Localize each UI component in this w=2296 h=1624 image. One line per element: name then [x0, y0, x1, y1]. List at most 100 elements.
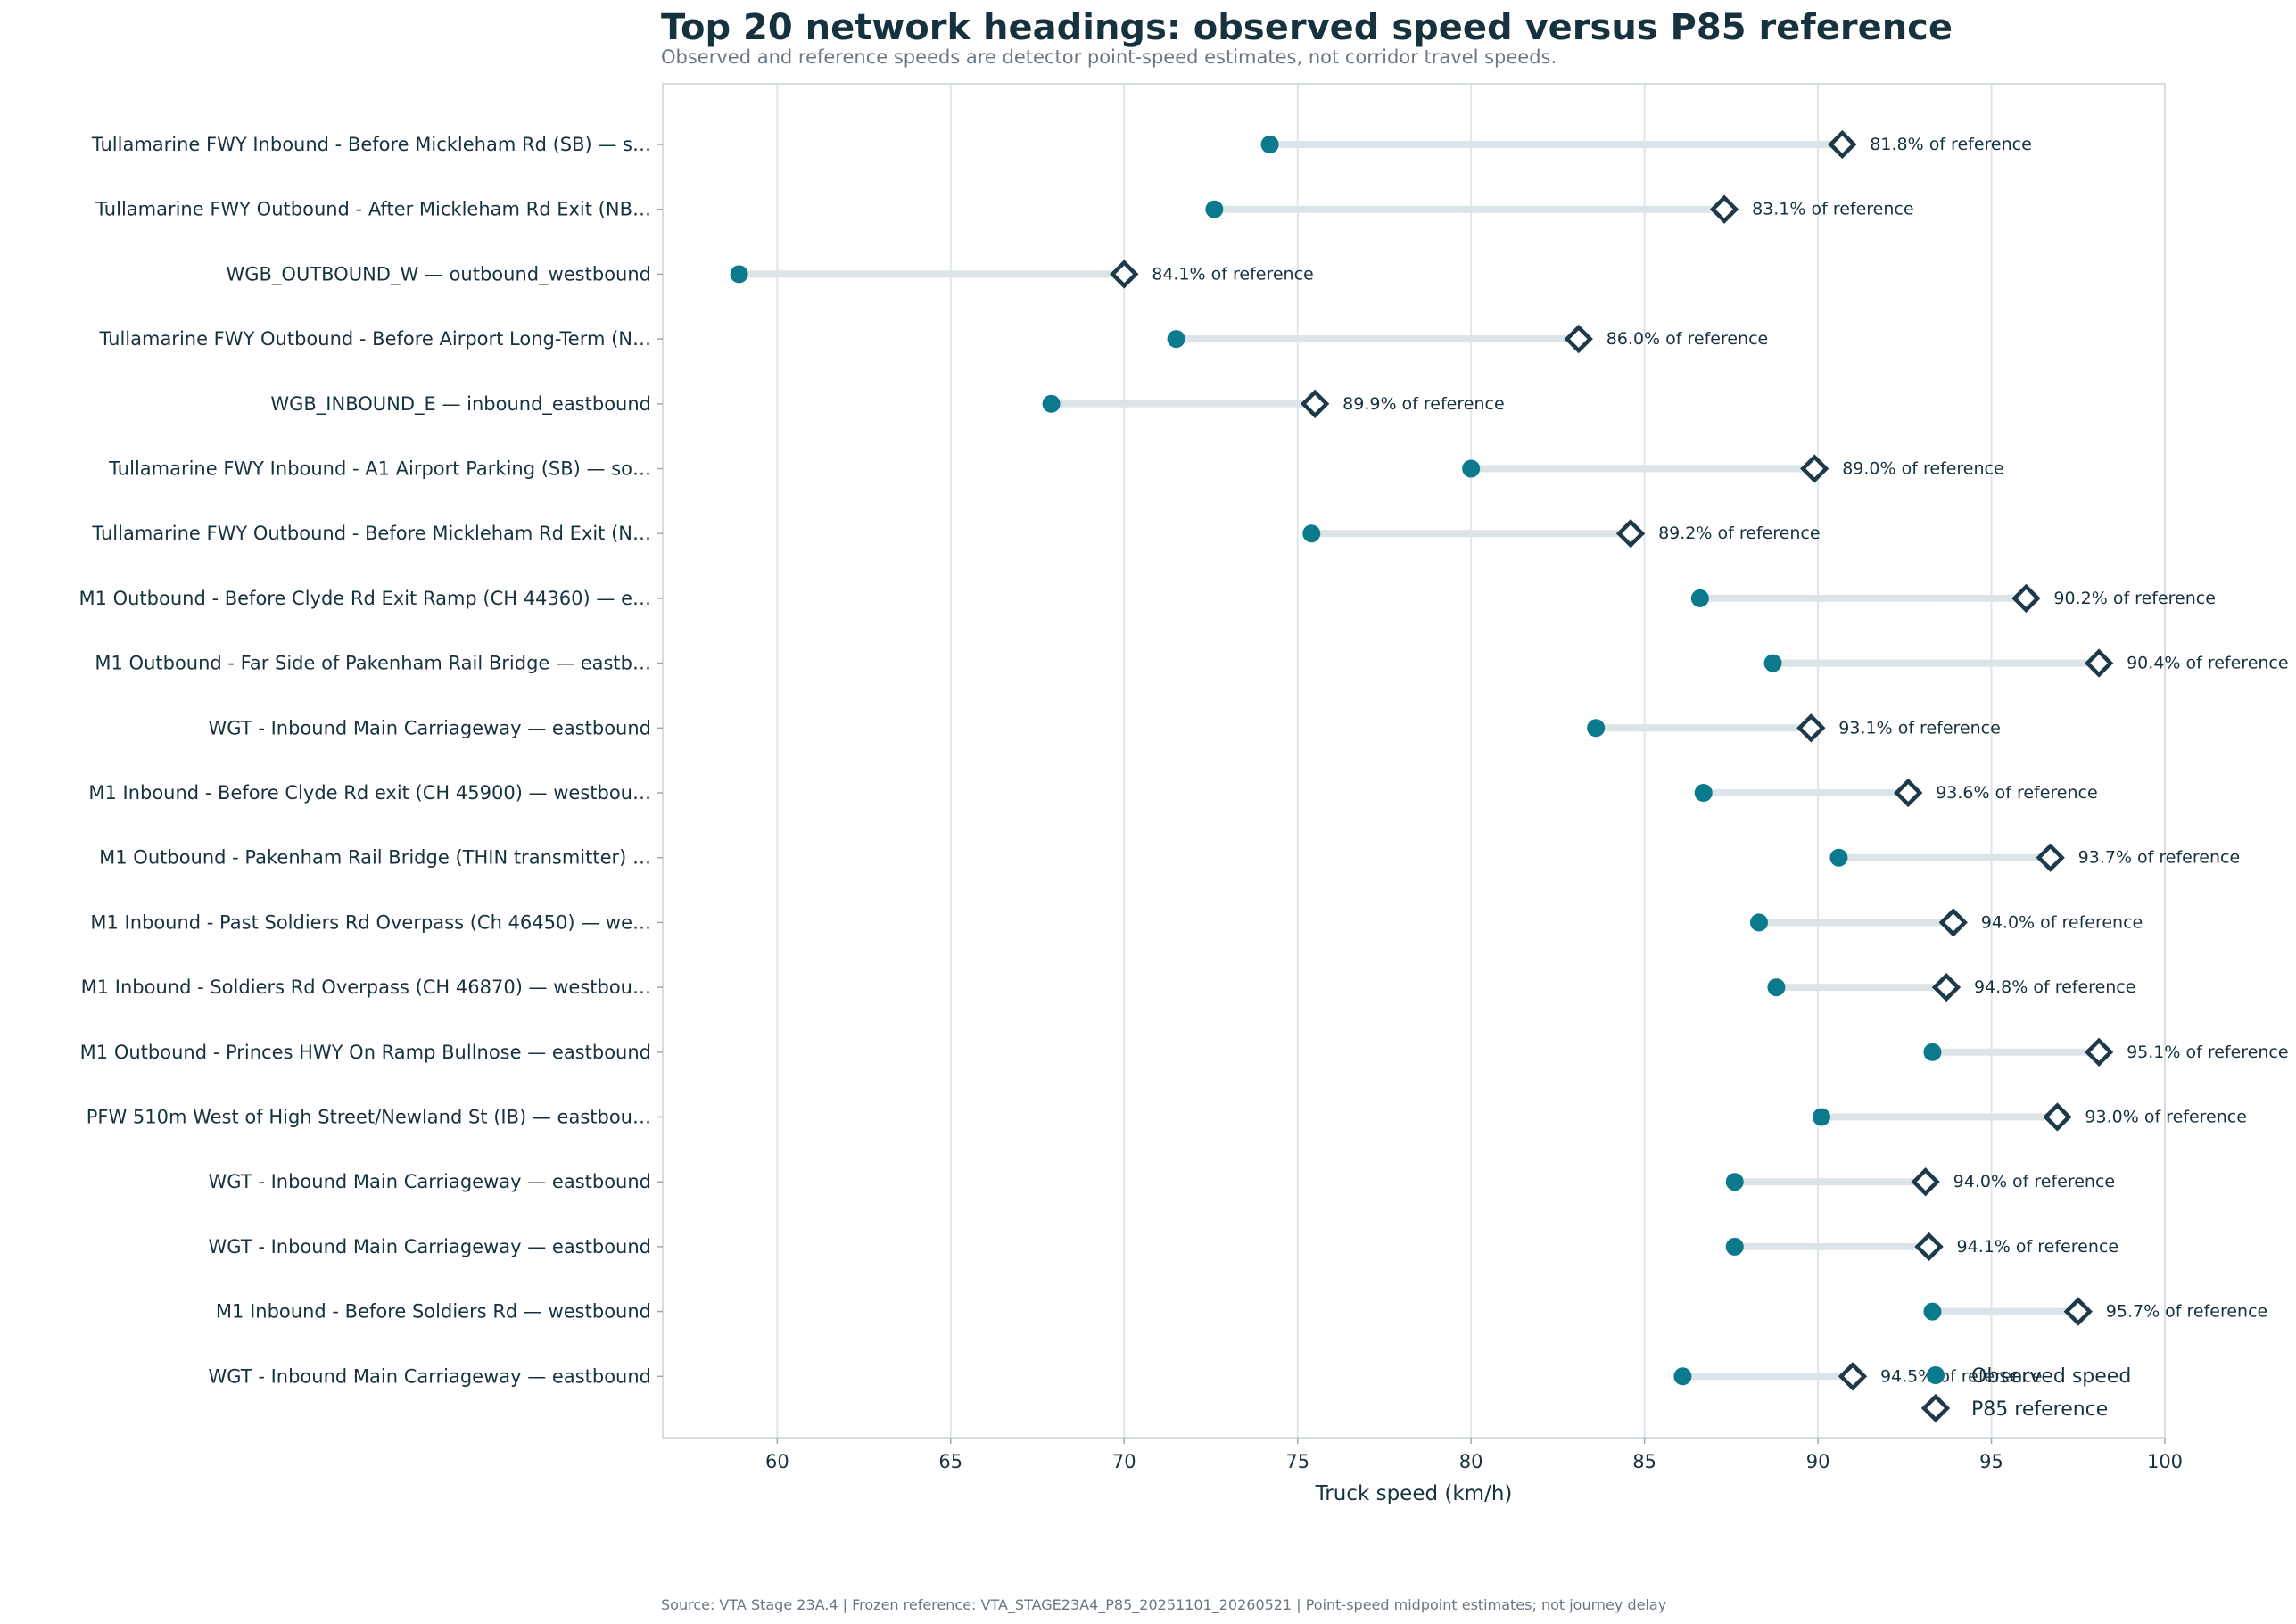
footer-source: Source: VTA Stage 23A.4 | Frozen referen… [661, 1596, 1667, 1613]
reference-speed-marker [2063, 1297, 2093, 1326]
observed-speed-point [1673, 1367, 1692, 1386]
data-row: WGT - Inbound Main Carriageway — eastbou… [209, 713, 2001, 743]
data-label: 89.2% of reference [1658, 523, 1820, 543]
observed-speed-point [1725, 1173, 1744, 1191]
reference-speed-marker [1564, 324, 1593, 354]
observed-speed-point [1690, 589, 1709, 607]
data-row: Tullamarine FWY Outbound - Before Airpor… [99, 324, 1768, 354]
data-label: 94.0% of reference [1953, 1172, 2115, 1191]
data-label: 81.8% of reference [1870, 135, 2031, 154]
y-tick-label: WGT - Inbound Main Carriageway — eastbou… [209, 1365, 651, 1387]
reference-speed-marker [2043, 1102, 2072, 1132]
data-label: 86.0% of reference [1606, 329, 1768, 349]
data-label: 95.7% of reference [2106, 1302, 2267, 1322]
legend-observed-marker [1927, 1366, 1945, 1384]
data-row: WGT - Inbound Main Carriageway — eastbou… [209, 1362, 2042, 1391]
legend-reference-marker [1920, 1393, 1951, 1423]
y-tick-label: M1 Outbound - Before Clyde Rd Exit Ramp … [78, 588, 651, 609]
y-tick-label: M1 Inbound - Before Soldiers Rd — westbo… [216, 1301, 651, 1323]
observed-speed-point [1749, 913, 1768, 932]
data-label: 83.1% of reference [1752, 200, 1913, 219]
observed-speed-point [1767, 978, 1786, 997]
data-label: 93.7% of reference [2078, 848, 2240, 868]
data-label: 93.0% of reference [2085, 1108, 2246, 1127]
x-tick-label: 95 [1979, 1451, 2003, 1472]
data-row: M1 Inbound - Before Clyde Rd exit (CH 45… [88, 778, 2098, 808]
reference-speed-marker [1615, 519, 1646, 548]
observed-speed-point [1587, 719, 1606, 738]
reference-speed-marker [1709, 194, 1739, 224]
data-row: Tullamarine FWY Inbound - Before Mickleh… [91, 129, 2032, 160]
data-label: 90.2% of reference [2053, 589, 2215, 608]
data-label: 93.1% of reference [1838, 718, 2000, 738]
data-row: M1 Inbound - Soldiers Rd Overpass (CH 46… [81, 972, 2135, 1002]
y-tick-label: WGB_INBOUND_E — inbound_eastbound [270, 393, 651, 416]
observed-speed-point [1725, 1237, 1744, 1256]
y-tick-label: Tullamarine FWY Outbound - Before Airpor… [99, 328, 652, 350]
data-row: WGT - Inbound Main Carriageway — eastbou… [209, 1167, 2115, 1197]
data-label: 94.1% of reference [1957, 1237, 2118, 1257]
y-tick-label: M1 Inbound - Past Soldiers Rd Overpass (… [90, 911, 651, 933]
legend-observed-label: Observed speed [1971, 1365, 2131, 1388]
data-row: Tullamarine FWY Inbound - A1 Airport Par… [108, 454, 2004, 483]
reference-speed-marker [1931, 972, 1962, 1002]
data-label: 94.0% of reference [1981, 912, 2143, 932]
x-tick-label: 65 [938, 1451, 962, 1472]
data-rows: Tullamarine FWY Inbound - Before Mickleh… [78, 129, 2289, 1391]
y-tick-label: WGT - Inbound Main Carriageway — eastbou… [209, 717, 651, 738]
data-label: 93.6% of reference [1936, 783, 2097, 803]
reference-speed-marker [1110, 260, 1139, 289]
observed-speed-point [1462, 459, 1481, 478]
y-tick-label: M1 Outbound - Pakenham Rail Bridge (THIN… [99, 847, 651, 869]
reference-speed-marker [1800, 454, 1829, 483]
data-row: WGB_OUTBOUND_W — outbound_westbound 84.1%… [226, 260, 1314, 289]
x-tick-label: 75 [1285, 1451, 1309, 1472]
observed-speed-point [730, 265, 748, 284]
observed-speed-point [1205, 200, 1224, 218]
x-tick-label: 100 [2147, 1451, 2183, 1472]
observed-speed-point [1763, 654, 1782, 672]
y-tick-label: M1 Inbound - Before Clyde Rd exit (CH 45… [88, 782, 651, 804]
data-label: 90.4% of reference [2127, 654, 2288, 673]
reference-speed-marker [1300, 389, 1330, 418]
y-tick-label: Tullamarine FWY Inbound - A1 Airport Par… [108, 458, 651, 480]
y-tick-label: Tullamarine FWY Inbound - Before Mickleh… [91, 134, 651, 155]
data-row: Tullamarine FWY Outbound - After Mickleh… [95, 194, 1914, 224]
legend-reference-label: P85 reference [1971, 1398, 2108, 1421]
data-row: M1 Outbound - Princes HWY On Ramp Bullno… [80, 1037, 2289, 1067]
x-axis-label: Truck speed (km/h) [1315, 1482, 1513, 1505]
data-row: M1 Inbound - Past Soldiers Rd Overpass (… [90, 908, 2143, 937]
observed-speed-point [1812, 1108, 1830, 1126]
data-row: M1 Outbound - Far Side of Pakenham Rail … [95, 648, 2289, 678]
observed-speed-point [1829, 848, 1848, 867]
data-row: M1 Outbound - Before Clyde Rd Exit Ramp … [78, 583, 2216, 614]
reference-speed-marker [2084, 648, 2114, 678]
legend: Observed speed P85 reference [1920, 1365, 2131, 1423]
data-label: 89.0% of reference [1842, 459, 2003, 479]
data-row: WGT - Inbound Main Carriageway — eastbou… [209, 1232, 2118, 1262]
reference-speed-marker [1894, 778, 1923, 808]
observed-speed-point [1923, 1043, 1942, 1061]
chart-subtitle: Observed and reference speeds are detect… [661, 46, 1557, 68]
plot-frame [662, 83, 2166, 1439]
data-label: 94.5% of reference [1880, 1366, 2042, 1386]
reference-speed-marker [2011, 583, 2041, 614]
reference-speed-marker [1938, 908, 1968, 937]
y-tick-label: WGB_OUTBOUND_W — outbound_westbound [226, 263, 651, 285]
x-tick-label: 70 [1112, 1451, 1136, 1472]
x-tick-label: 85 [1632, 1451, 1656, 1472]
observed-speed-point [1167, 330, 1185, 349]
y-tick-label: M1 Outbound - Far Side of Pakenham Rail … [95, 653, 651, 674]
y-tick-label: PFW 510m West of High Street/Newland St … [87, 1107, 651, 1128]
observed-speed-point [1302, 524, 1321, 543]
data-row: M1 Outbound - Pakenham Rail Bridge (THIN… [99, 843, 2240, 872]
y-tick-label: Tullamarine FWY Outbound - Before Mickle… [91, 523, 651, 544]
data-label: 94.8% of reference [1974, 977, 2135, 997]
data-row: M1 Inbound - Before Soldiers Rd — westbo… [216, 1297, 2267, 1326]
gridlines [776, 84, 2166, 1438]
x-tick-label: 60 [765, 1451, 789, 1472]
x-tick-label: 80 [1459, 1451, 1483, 1472]
x-tick-label: 90 [1806, 1451, 1830, 1472]
data-label: 89.9% of reference [1342, 394, 1504, 414]
